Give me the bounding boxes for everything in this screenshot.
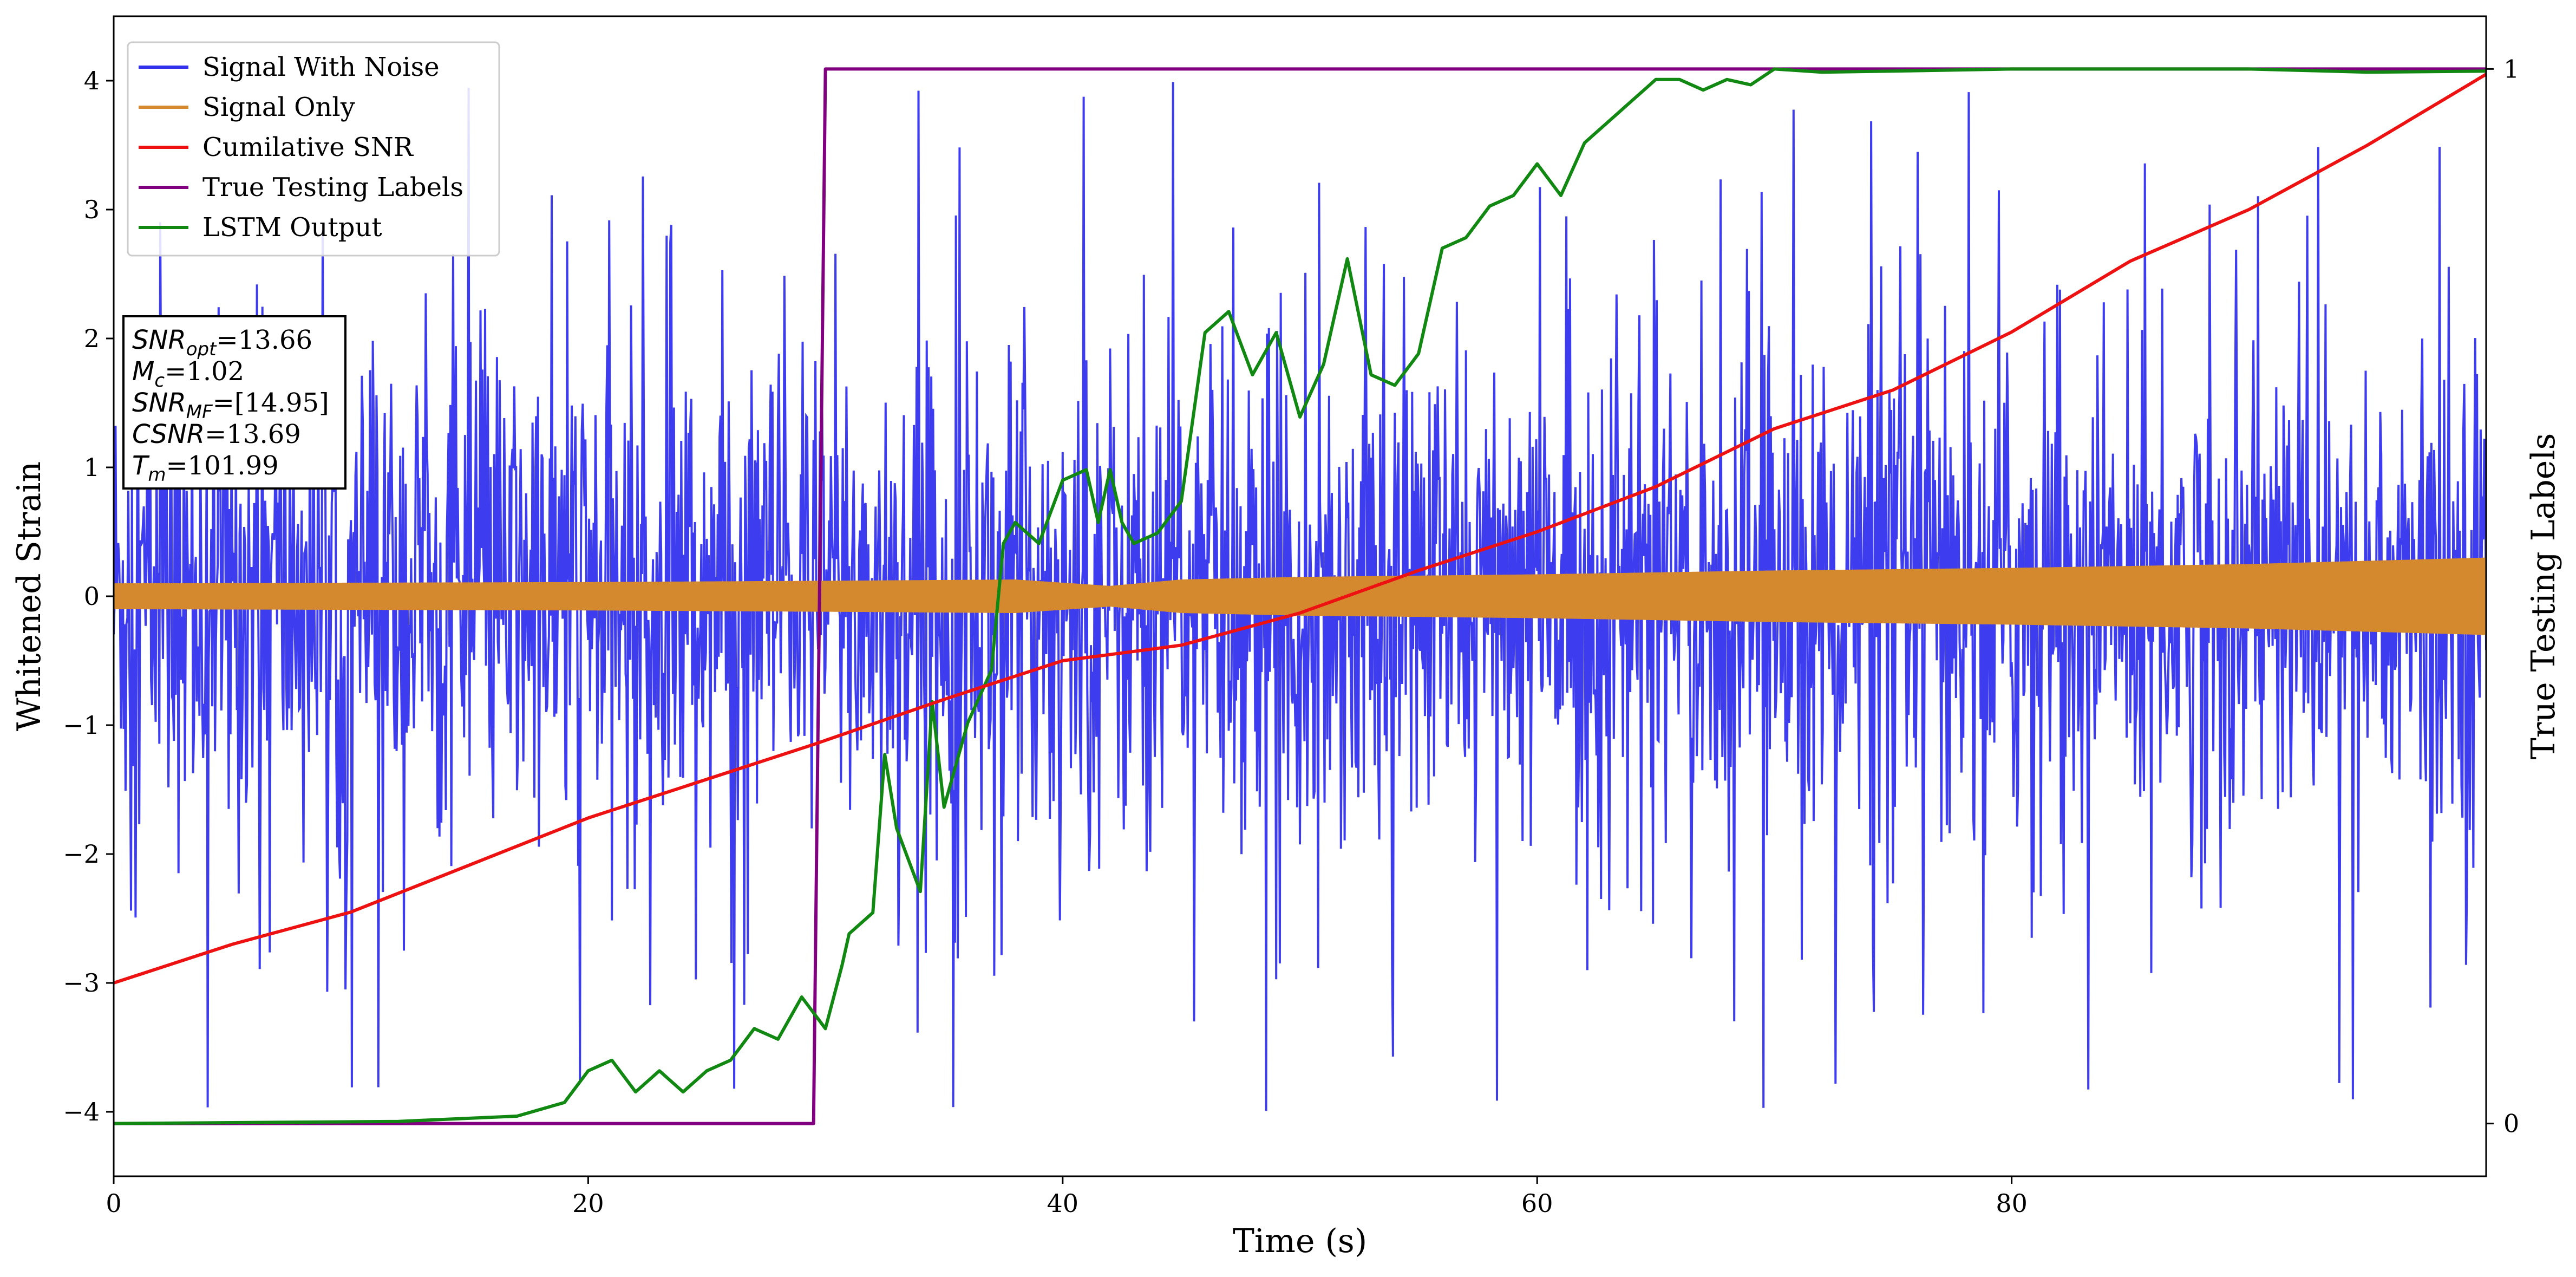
series-true-testing-labels (114, 67, 2486, 1125)
legend-label: True Testing Labels (202, 172, 463, 203)
series-lstm-output (114, 67, 2486, 1125)
y-tick-label: −1 (63, 711, 100, 740)
legend-label: Signal Only (202, 92, 355, 122)
series-signal-with-noise (114, 82, 2486, 1111)
legend: Signal With Noise Signal Only Cumilative S… (127, 41, 500, 257)
y-tick-label: 3 (84, 195, 100, 224)
x-tick-label: 60 (1521, 1189, 1553, 1218)
x-axis-title: Time (s) (1233, 1222, 1367, 1260)
y-tick-label: 2 (84, 324, 100, 353)
info-line: SNRMF=[14.95] (132, 388, 329, 423)
series-signal-only (114, 557, 2486, 635)
info-line: Mc=1.02 (132, 356, 244, 392)
y-tick-label: 0 (84, 582, 100, 611)
y2-axis-title: True Testing Labels (2525, 433, 2562, 760)
info-line: SNRopt=13.66 (132, 325, 312, 360)
x-tick-label: 40 (1047, 1189, 1079, 1218)
y-tick-label: −3 (63, 968, 100, 998)
legend-label: Signal With Noise (202, 52, 440, 82)
y-tick-label: 1 (84, 453, 100, 482)
info-line: Tm=101.99 (132, 451, 279, 486)
x-tick-label: 80 (1996, 1189, 2028, 1218)
info-box: SNRopt=13.66Mc=1.02SNRMF=[14.95]CSNR=13.… (122, 315, 346, 490)
y-tick-label: −2 (63, 839, 100, 869)
legend-box (127, 41, 500, 257)
data-layer (114, 67, 2486, 1125)
y-tick-label: −4 (63, 1097, 100, 1126)
y-axis-title: Whitened Strain (10, 461, 48, 731)
y-tick-label: 4 (84, 66, 100, 95)
y2-tick-label: 1 (2503, 54, 2519, 83)
legend-label: LSTM Output (202, 212, 382, 243)
info-box-frame (122, 315, 346, 490)
series-cumilative-snr (114, 73, 2486, 985)
legend-label: Cumilative SNR (202, 132, 414, 162)
x-tick-label: 20 (572, 1189, 604, 1218)
info-line: CSNR=13.69 (132, 419, 301, 449)
y2-tick-label: 0 (2503, 1109, 2519, 1138)
x-tick-label: 0 (106, 1189, 121, 1218)
